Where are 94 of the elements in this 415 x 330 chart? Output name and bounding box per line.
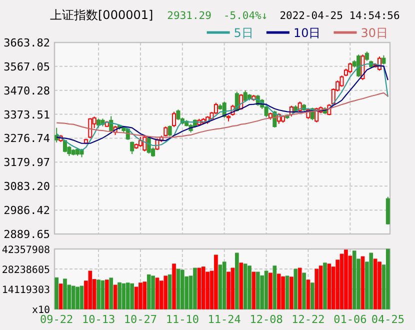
bar: [378, 262, 382, 310]
bar: [118, 282, 122, 310]
bar: [294, 268, 298, 310]
bar: [344, 250, 348, 310]
y-tick-label: 28238605: [2, 265, 50, 276]
chart-title: 上证指数[000001]: [50, 8, 154, 22]
bar: [352, 250, 356, 310]
bar: [290, 276, 294, 310]
bar: [88, 270, 92, 310]
bar: [264, 270, 268, 310]
bar: [168, 274, 172, 310]
bar: [369, 252, 374, 310]
y-tick-label: 3276.74: [4, 132, 50, 146]
legend-label: 5日: [234, 26, 254, 40]
bar: [71, 286, 76, 310]
y-tick-label: 3470.28: [4, 84, 50, 98]
y-tick-label: 2986.42: [4, 204, 50, 218]
bar: [360, 256, 365, 310]
bar: [276, 274, 281, 310]
bar: [193, 268, 197, 310]
bar: [146, 274, 151, 310]
bar: [130, 283, 134, 310]
y-tick-label: 3179.97: [4, 156, 50, 170]
bar: [122, 283, 126, 310]
y-tick-label: 3567.05: [4, 60, 50, 74]
bar: [105, 280, 109, 310]
bar: [226, 272, 230, 310]
x-tick-label: 10-27: [124, 313, 158, 326]
x-tick-label: 11-24: [208, 313, 242, 326]
bar: [126, 282, 130, 310]
bar: [302, 272, 306, 310]
y-tick-label: 3663.82: [4, 36, 50, 50]
bar: [373, 258, 378, 310]
bar: [281, 276, 285, 310]
bar: [100, 280, 105, 310]
y-tick-label: 14119303: [2, 285, 50, 296]
bar: [155, 278, 160, 310]
x-tick-label: 01-06: [334, 313, 367, 326]
text: 2931.29: [167, 10, 212, 22]
bar: [222, 262, 226, 310]
legend-label: 10日: [293, 26, 321, 40]
bar: [96, 280, 100, 310]
bar: [323, 262, 327, 310]
bar: [298, 268, 302, 310]
bar: [235, 252, 239, 310]
bar: [172, 264, 176, 310]
bar: [314, 268, 319, 310]
bar: [80, 286, 84, 310]
bar: [180, 270, 184, 310]
bar: [239, 262, 244, 310]
bar: [176, 268, 180, 310]
bar: [252, 272, 256, 310]
bar: [218, 264, 222, 310]
x-tick-label: 12-22: [292, 313, 325, 326]
bar: [256, 272, 260, 310]
bar: [109, 278, 114, 310]
bar: [138, 282, 142, 310]
bar: [58, 284, 63, 310]
bar: [285, 276, 290, 310]
x-tick-label: 04-25: [371, 313, 404, 326]
bar: [327, 264, 332, 310]
bar: [63, 278, 67, 310]
bar: [386, 248, 390, 310]
bar: [164, 276, 168, 310]
x-tick-label: 11-10: [166, 313, 199, 326]
bar: [151, 276, 155, 310]
text: -5.04%↓: [223, 10, 268, 22]
bar: [113, 284, 118, 310]
bar: [230, 268, 235, 310]
bar: [54, 277, 58, 310]
bar: [340, 254, 344, 310]
bar: [197, 268, 202, 310]
y-tick-label: x10: [32, 305, 50, 316]
bar: [201, 266, 206, 310]
bar: [272, 266, 277, 310]
bar: [318, 266, 323, 310]
bar: [134, 286, 138, 310]
bar: [248, 266, 252, 310]
bar: [306, 280, 310, 310]
bar: [310, 282, 314, 310]
x-tick-label: 12-08: [250, 313, 283, 326]
bar: [214, 254, 218, 310]
y-tick-label: 3083.20: [4, 180, 50, 194]
y-tick-label: 42357908: [2, 245, 50, 256]
x-tick-label: 09-22: [40, 313, 74, 326]
bar: [142, 282, 147, 310]
y-tick-label: 2889.65: [4, 228, 50, 241]
bar: [268, 272, 272, 310]
legend-label: 30日: [360, 26, 388, 40]
bar: [243, 264, 248, 310]
x-tick-label: 10-13: [82, 313, 116, 326]
bar: [76, 286, 80, 310]
y-tick-label: 3373.51: [4, 108, 50, 122]
text: 2022-04-25 14:54:56: [280, 10, 400, 22]
